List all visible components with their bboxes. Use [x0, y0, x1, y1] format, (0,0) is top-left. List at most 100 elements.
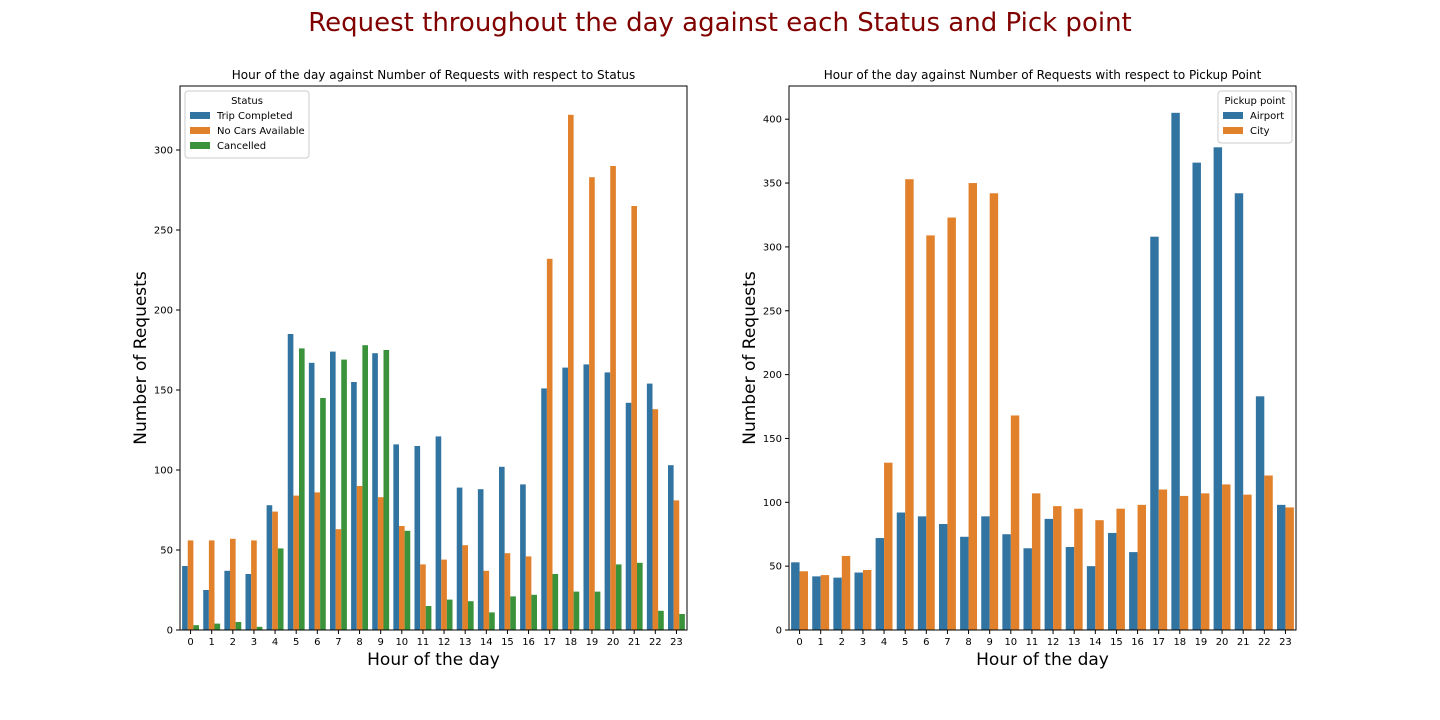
- bar-cancelled-13: [468, 601, 474, 630]
- bar-cancelled-1: [214, 623, 221, 630]
- x-tick-label: 21: [628, 637, 641, 648]
- bar-cancelled-0: [193, 625, 200, 630]
- bar-trip-completed-21: [625, 402, 632, 630]
- y-tick-label: 100: [763, 498, 782, 509]
- x-tick-label: 22: [649, 637, 662, 648]
- y-axis-label: Number of Requests: [131, 271, 151, 445]
- y-tick-label: 350: [763, 179, 782, 190]
- bar-airport-18: [1171, 112, 1180, 630]
- bar-cancelled-18: [573, 591, 580, 630]
- legend: Pickup point Airport City: [1217, 90, 1293, 144]
- x-tick-label: 10: [1004, 637, 1017, 648]
- bar-no-cars-available-6: [314, 492, 321, 630]
- bar-city-5: [905, 179, 914, 630]
- bar-city-16: [1137, 504, 1147, 630]
- y-tick-label: 200: [154, 306, 173, 317]
- bar-cancelled-23: [679, 614, 685, 630]
- bar-airport-12: [1044, 518, 1054, 630]
- x-tick-label: 15: [501, 637, 514, 648]
- x-tick-label: 23: [1279, 637, 1292, 648]
- y-tick-label: 400: [763, 115, 782, 126]
- x-tick-label: 4: [272, 637, 278, 648]
- y-tick-label: 150: [763, 434, 782, 445]
- bar-trip-completed-22: [646, 383, 653, 630]
- x-tick-label: 23: [670, 637, 683, 648]
- x-axis-label: Hour of the day: [367, 650, 500, 670]
- x-tick-label: 13: [1068, 637, 1081, 648]
- x-tick-label: 14: [1089, 637, 1102, 648]
- bar-city-22: [1264, 475, 1273, 630]
- bar-no-cars-available-18: [568, 114, 574, 631]
- x-tick-label: 1: [818, 637, 824, 648]
- bar-city-10: [1010, 415, 1020, 630]
- x-tick-label: 1: [209, 637, 215, 648]
- bar-no-cars-available-7: [335, 529, 342, 630]
- bar-city-0: [799, 571, 809, 630]
- x-tick-label: 7: [944, 637, 950, 648]
- bar-city-7: [947, 217, 956, 630]
- bar-cancelled-9: [383, 350, 390, 630]
- x-tick-label: 3: [860, 637, 866, 648]
- x-tick-label: 2: [839, 637, 845, 648]
- bar-cancelled-8: [362, 345, 369, 630]
- bar-airport-5: [896, 512, 906, 630]
- chart-title: Hour of the day against Number of Reques…: [232, 68, 636, 82]
- y-tick-label: 0: [776, 626, 782, 637]
- bar-no-cars-available-9: [377, 497, 384, 630]
- bar-cancelled-21: [637, 562, 643, 630]
- y-axis-label: Number of Requests: [740, 271, 760, 445]
- bar-trip-completed-3: [245, 574, 252, 630]
- bar-airport-17: [1150, 236, 1159, 630]
- x-tick-label: 22: [1258, 637, 1271, 648]
- bar-city-3: [862, 569, 872, 630]
- bar-no-cars-available-16: [525, 556, 532, 630]
- y-tick-label: 300: [763, 242, 782, 253]
- bar-cancelled-15: [510, 596, 516, 630]
- x-tick-label: 0: [187, 637, 193, 648]
- y-tick-label: 250: [154, 226, 173, 237]
- bar-city-4: [884, 462, 893, 630]
- bar-airport-8: [960, 536, 969, 630]
- x-tick-label: 21: [1237, 637, 1250, 648]
- bar-airport-10: [1002, 534, 1011, 630]
- bar-airport-15: [1107, 532, 1117, 630]
- bar-airport-7: [938, 524, 948, 630]
- bar-city-8: [968, 183, 978, 631]
- bar-no-cars-available-23: [673, 500, 680, 630]
- x-tick-label: 9: [378, 637, 384, 648]
- x-tick-label: 19: [586, 637, 599, 648]
- legend-swatch: [190, 127, 210, 134]
- chart-title: Hour of the day against Number of Reques…: [824, 68, 1262, 82]
- legend-entry: Cancelled: [217, 141, 266, 152]
- bar-cancelled-12: [446, 599, 453, 630]
- bar-airport-0: [791, 562, 800, 630]
- x-tick-label: 12: [438, 637, 451, 648]
- bar-trip-completed-2: [224, 570, 230, 630]
- bar-no-cars-available-12: [441, 559, 447, 630]
- x-tick-label: 0: [796, 637, 802, 648]
- y-tick-label: 200: [763, 370, 782, 381]
- x-tick-label: 6: [923, 637, 929, 648]
- bar-trip-completed-17: [541, 388, 547, 630]
- bar-city-18: [1179, 495, 1189, 630]
- x-tick-label: 8: [356, 637, 362, 648]
- bar-trip-completed-15: [498, 466, 505, 630]
- bar-trip-completed-20: [604, 372, 611, 630]
- bar-cancelled-4: [277, 548, 284, 630]
- x-tick-label: 16: [1131, 637, 1144, 648]
- bar-city-13: [1074, 508, 1083, 630]
- bar-trip-completed-6: [308, 362, 315, 630]
- bar-city-11: [1031, 493, 1041, 630]
- bar-trip-completed-13: [456, 487, 463, 630]
- bar-no-cars-available-21: [631, 206, 637, 630]
- bar-trip-completed-11: [414, 446, 421, 630]
- legend-entry: City: [1250, 126, 1270, 137]
- bar-no-cars-available-4: [272, 511, 278, 630]
- bar-no-cars-available-15: [504, 553, 511, 630]
- bar-cancelled-19: [594, 591, 601, 630]
- x-tick-label: 19: [1195, 637, 1208, 648]
- legend-swatch: [1223, 127, 1243, 134]
- bar-trip-completed-12: [435, 436, 442, 630]
- bar-airport-11: [1023, 548, 1032, 630]
